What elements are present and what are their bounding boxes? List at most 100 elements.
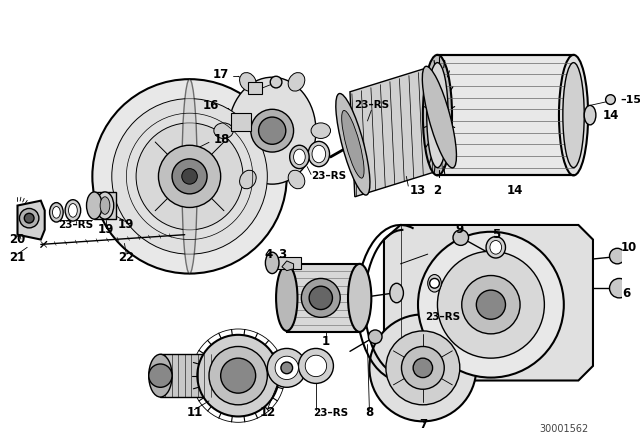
Circle shape (221, 358, 255, 393)
Text: 2: 2 (433, 185, 442, 198)
Text: 30001562: 30001562 (539, 424, 588, 434)
Text: 5: 5 (492, 228, 500, 241)
Ellipse shape (311, 123, 330, 138)
Polygon shape (231, 113, 251, 131)
Circle shape (453, 230, 468, 246)
Ellipse shape (290, 145, 309, 168)
Text: 19: 19 (118, 219, 134, 232)
Ellipse shape (239, 170, 256, 189)
Circle shape (369, 330, 382, 344)
Ellipse shape (239, 73, 256, 91)
Circle shape (386, 331, 460, 405)
Ellipse shape (428, 275, 442, 292)
Ellipse shape (584, 105, 596, 125)
Text: 12: 12 (259, 406, 275, 419)
Text: 9: 9 (456, 224, 464, 237)
Text: 21: 21 (10, 250, 26, 263)
Polygon shape (287, 264, 360, 332)
Circle shape (251, 109, 294, 152)
Polygon shape (94, 192, 116, 219)
Circle shape (605, 95, 615, 104)
Text: 14: 14 (603, 108, 619, 121)
Polygon shape (384, 225, 593, 380)
Polygon shape (350, 65, 442, 197)
Ellipse shape (348, 264, 371, 332)
Ellipse shape (342, 111, 364, 178)
Circle shape (429, 279, 440, 288)
Polygon shape (248, 82, 262, 94)
Text: 13: 13 (410, 185, 426, 198)
Ellipse shape (288, 170, 305, 189)
Text: –15: –15 (620, 95, 640, 104)
Text: 3: 3 (278, 248, 286, 261)
Circle shape (609, 279, 629, 298)
Text: 17: 17 (212, 68, 228, 81)
Ellipse shape (52, 207, 60, 218)
Circle shape (401, 346, 444, 389)
Circle shape (609, 248, 625, 264)
Ellipse shape (312, 145, 326, 163)
Text: 7: 7 (419, 418, 427, 431)
Ellipse shape (100, 197, 110, 214)
Circle shape (19, 208, 39, 228)
Text: 23–RS: 23–RS (313, 408, 348, 418)
Text: 11: 11 (186, 406, 202, 419)
Ellipse shape (308, 142, 330, 167)
Ellipse shape (427, 63, 448, 168)
Text: 16: 16 (202, 99, 219, 112)
Circle shape (148, 364, 172, 388)
Text: 8: 8 (365, 406, 374, 419)
Circle shape (172, 159, 207, 194)
Ellipse shape (276, 265, 298, 331)
Text: 20: 20 (10, 233, 26, 246)
Ellipse shape (486, 237, 506, 258)
Ellipse shape (423, 55, 452, 176)
Polygon shape (161, 354, 238, 397)
Circle shape (281, 362, 292, 374)
Text: 6: 6 (622, 287, 630, 300)
Text: 1: 1 (321, 335, 330, 348)
Ellipse shape (68, 203, 77, 217)
Ellipse shape (294, 149, 305, 165)
Circle shape (136, 123, 243, 230)
Ellipse shape (390, 283, 403, 303)
Polygon shape (17, 201, 45, 240)
Circle shape (461, 276, 520, 334)
Circle shape (197, 335, 279, 417)
Text: 22: 22 (118, 250, 134, 263)
Ellipse shape (228, 77, 316, 184)
Polygon shape (272, 257, 301, 269)
Text: 23–RS: 23–RS (354, 100, 389, 110)
Circle shape (24, 213, 34, 223)
Circle shape (301, 279, 340, 317)
Polygon shape (438, 55, 573, 176)
Text: 4: 4 (264, 248, 273, 261)
Circle shape (369, 314, 476, 421)
Ellipse shape (96, 192, 114, 219)
Ellipse shape (563, 63, 584, 168)
Text: 19: 19 (98, 224, 114, 237)
Text: 23–RS: 23–RS (425, 312, 460, 322)
Text: 23–RS: 23–RS (311, 172, 346, 181)
Ellipse shape (65, 200, 81, 221)
Circle shape (275, 356, 298, 379)
Ellipse shape (86, 192, 102, 219)
Circle shape (268, 349, 306, 388)
Circle shape (305, 355, 326, 377)
Ellipse shape (490, 241, 502, 254)
Ellipse shape (336, 94, 370, 195)
Circle shape (209, 346, 268, 405)
Circle shape (418, 232, 564, 378)
Ellipse shape (422, 66, 456, 168)
Ellipse shape (559, 55, 588, 176)
Circle shape (182, 168, 197, 184)
Circle shape (476, 290, 506, 319)
Circle shape (159, 145, 221, 207)
Circle shape (298, 349, 333, 383)
Circle shape (112, 99, 268, 254)
Circle shape (413, 358, 433, 378)
Ellipse shape (266, 252, 279, 274)
Circle shape (259, 117, 286, 144)
Ellipse shape (214, 123, 234, 138)
Circle shape (92, 79, 287, 274)
